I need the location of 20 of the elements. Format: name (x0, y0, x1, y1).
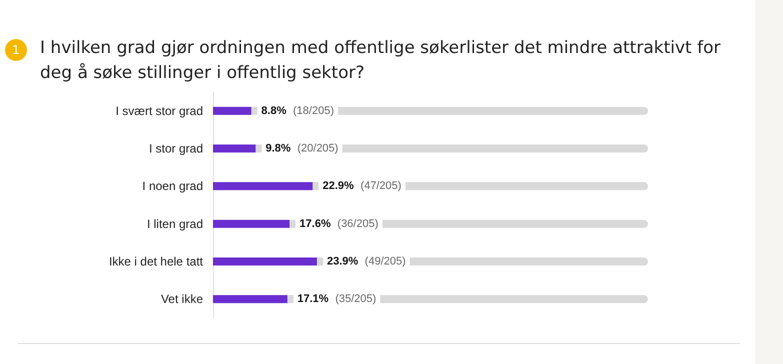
bar (213, 258, 317, 266)
text: 1 (5, 39, 27, 61)
data-label: 8.8% (18/205) (261, 104, 334, 117)
chart-title: I hvilken grad gjør ordningen med offentlige søkerlister det mindre attraktivt for deg å søke stillinger i offentlig sektor? (40, 37, 722, 85)
bar (213, 220, 290, 228)
bar (213, 182, 313, 190)
y-tick-label: Ikke i det hele tatt (108, 254, 204, 268)
data-label: 23.9% (49/205) (326, 256, 406, 268)
data-label: 22.9% (47/205) (322, 180, 402, 192)
y-tick-label: I noen grad (142, 179, 203, 194)
bar (213, 295, 288, 304)
y-tick-label: Vet ikke (160, 292, 204, 306)
data-label: 17.6% (36/205) (300, 218, 378, 230)
y-tick-label: I liten grad (146, 216, 203, 231)
y-tick-label: I svært stor grad (116, 104, 203, 118)
data-label: 17.1% (35/205) (297, 293, 376, 306)
bar (213, 144, 256, 152)
data-label: 9.8% (20/205) (266, 142, 338, 154)
bar (213, 106, 252, 115)
y-tick-label: I stor grad (148, 142, 203, 156)
